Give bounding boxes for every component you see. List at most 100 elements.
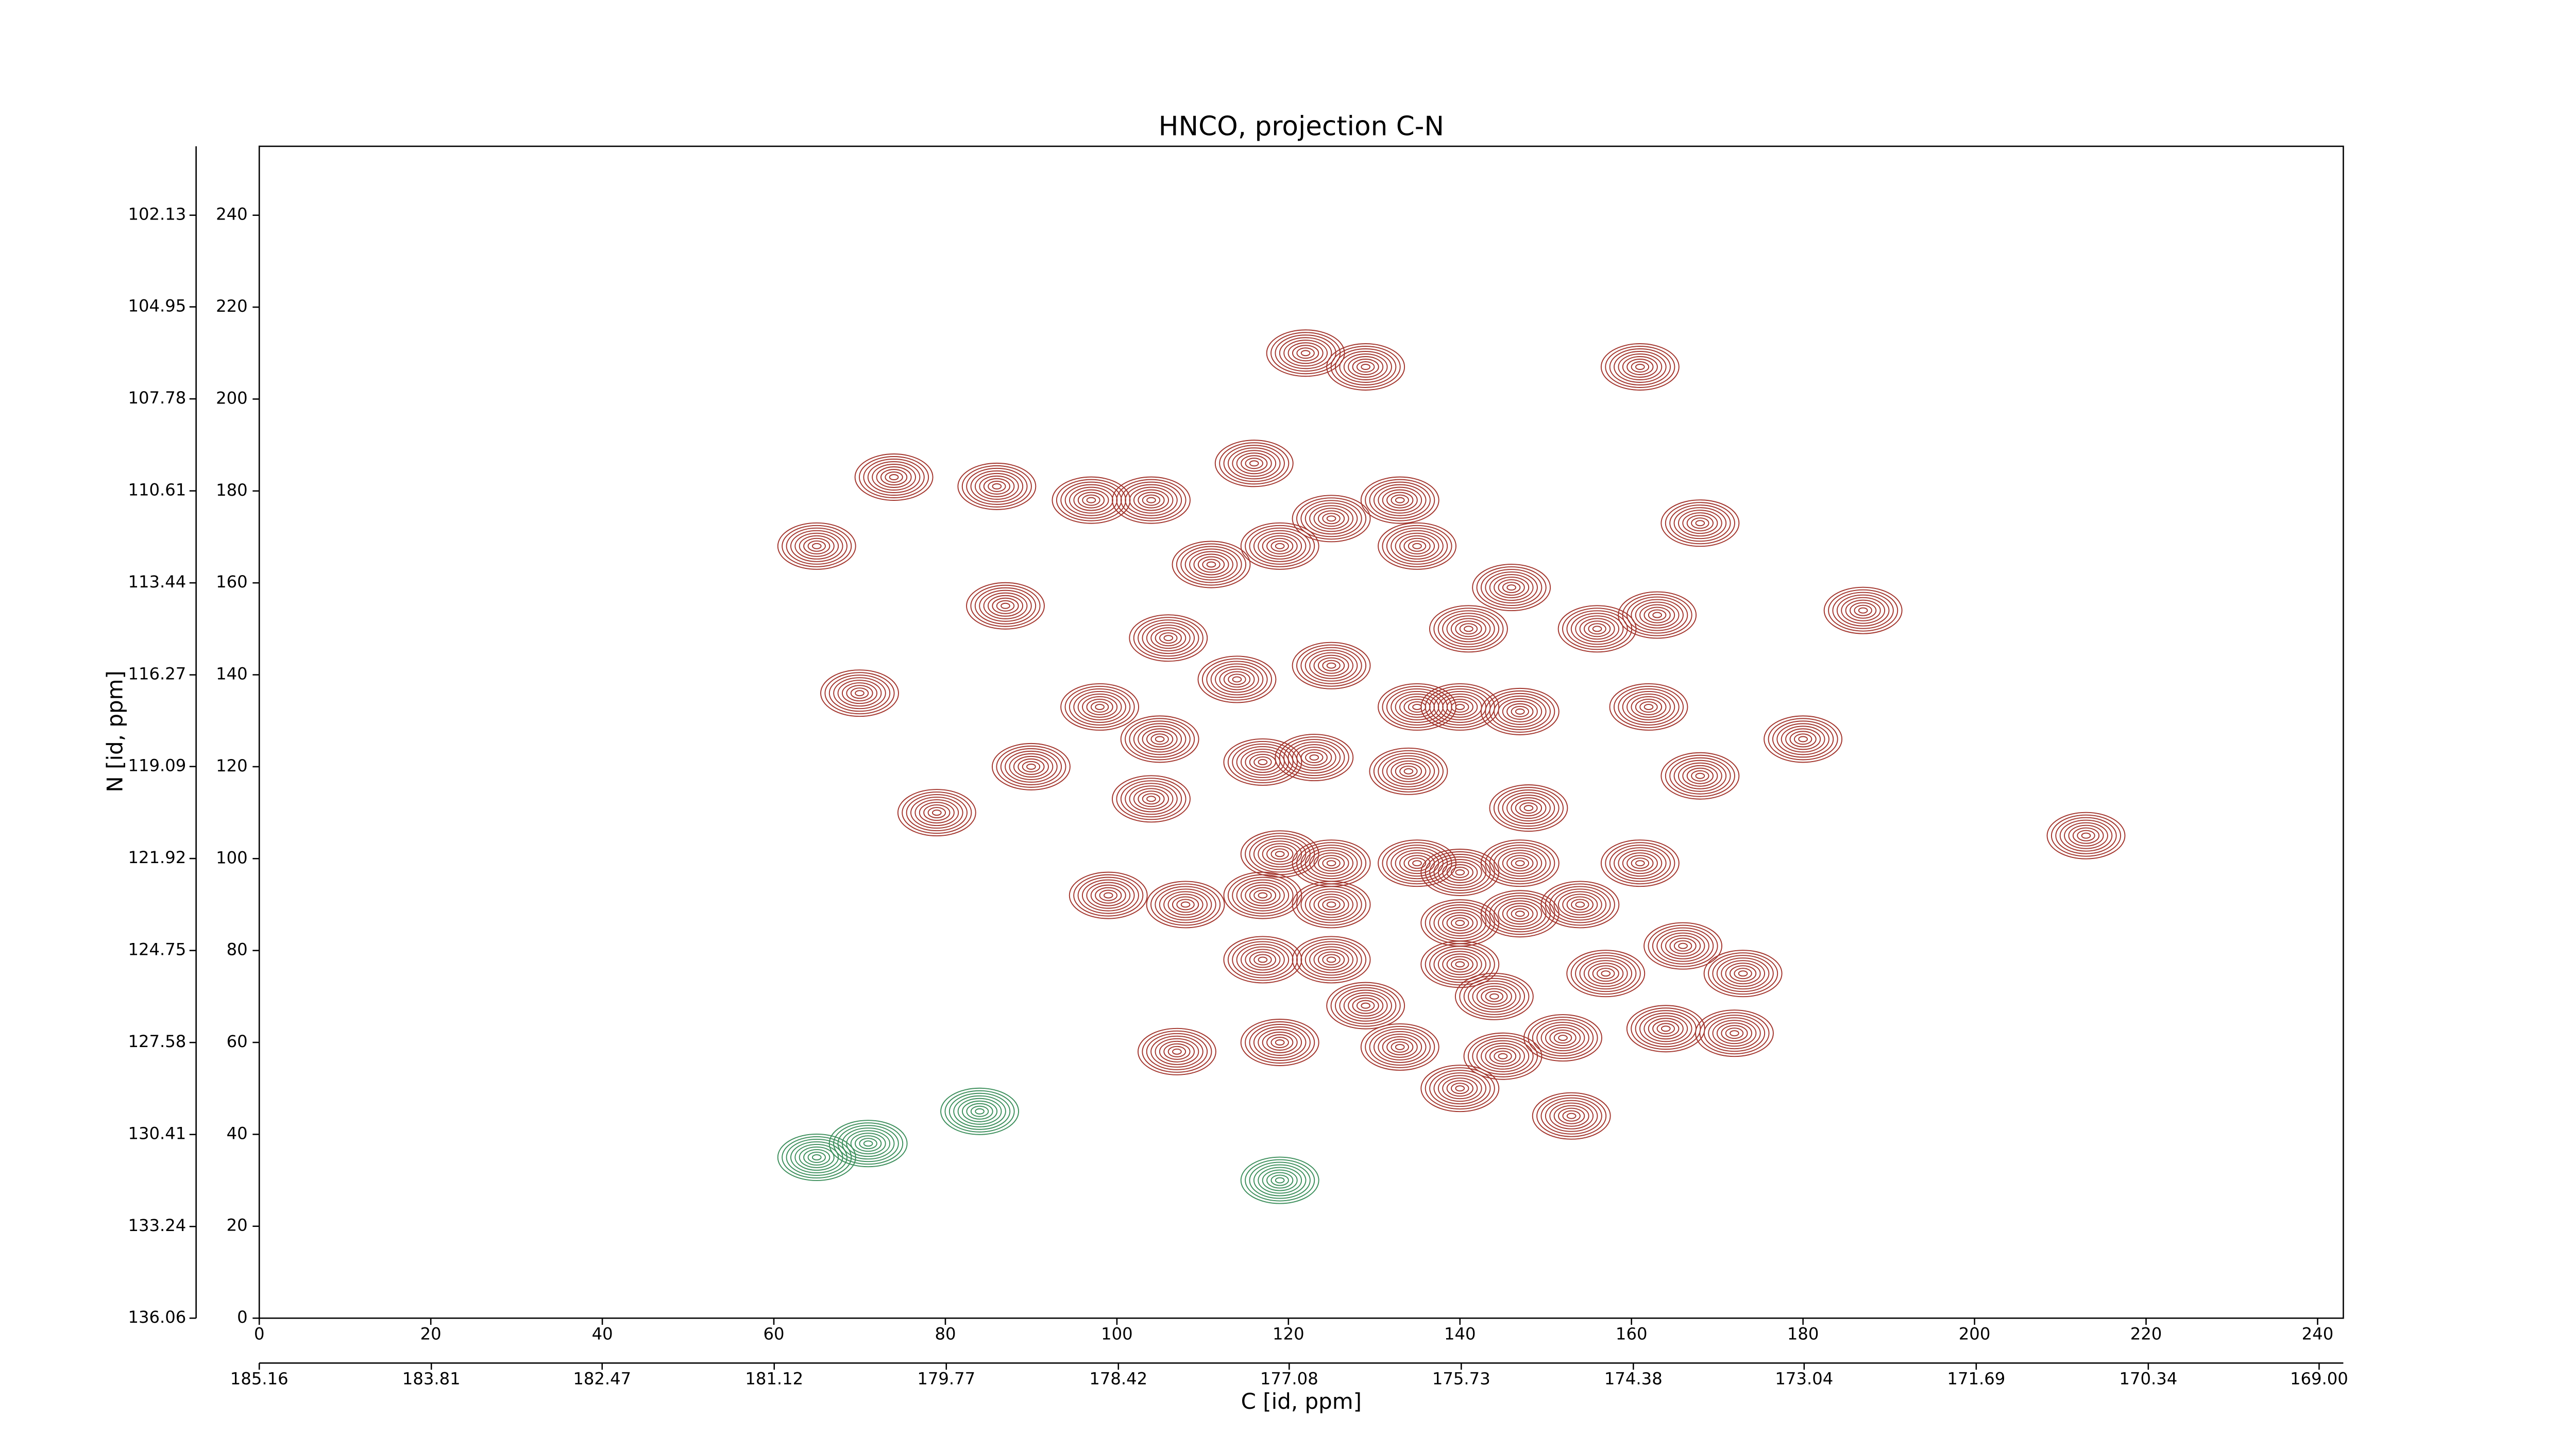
contour-level [1429, 1070, 1491, 1107]
contour-level [1403, 768, 1414, 774]
contour-level [1270, 540, 1289, 552]
peak [1472, 564, 1551, 612]
contour-level [1386, 757, 1431, 785]
contour-level [1614, 847, 1667, 880]
peak [1703, 950, 1783, 998]
contour-level [2059, 819, 2113, 852]
contour-level [1716, 957, 1770, 990]
contour-level [1828, 589, 1899, 632]
contour-level [1721, 960, 1766, 987]
peak [1609, 683, 1688, 731]
contour-level [1163, 1043, 1191, 1060]
contour-level [1309, 850, 1353, 877]
contour-level [1309, 946, 1353, 973]
contour-level [1077, 693, 1122, 720]
contour-level [1618, 353, 1663, 380]
contour-level [1798, 736, 1808, 743]
contour-level [1258, 1029, 1302, 1056]
contour-level [1275, 1039, 1285, 1046]
contour-level [1635, 860, 1645, 867]
contour-level [1304, 943, 1358, 976]
contour-level [1082, 494, 1100, 506]
contour-level [966, 467, 1028, 505]
contour-level [1120, 481, 1182, 519]
contour-level [1202, 559, 1221, 570]
contour-level [975, 1108, 985, 1115]
contour-level [1253, 889, 1272, 901]
contour-level [1730, 1030, 1739, 1037]
contour-level [1142, 728, 1178, 750]
contour-level [1703, 1015, 1766, 1052]
contour-level [1133, 489, 1170, 511]
contour-level [889, 474, 899, 480]
contour-level [1481, 988, 1508, 1005]
contour-level [1232, 450, 1277, 477]
x2-tick-label: 177.08 [1260, 1369, 1318, 1388]
y-tick-label: 120 [216, 756, 248, 776]
contour-level [1437, 859, 1482, 886]
y-tick-label: 180 [216, 480, 248, 500]
contour-level [1172, 896, 1199, 913]
contour-level [1511, 908, 1530, 920]
contour-level [987, 595, 1024, 617]
contour-level [1519, 802, 1538, 814]
contour-level [1626, 596, 1688, 634]
y-tick-label: 80 [227, 940, 248, 959]
contour-level [1227, 874, 1298, 917]
peak [1643, 922, 1723, 970]
x-tick-label: 200 [1959, 1324, 1991, 1343]
contour-level [1001, 602, 1010, 609]
contour-level [807, 540, 826, 552]
contour-level [850, 687, 869, 699]
y-tick-label: 140 [216, 664, 248, 684]
contour-level [1579, 618, 1615, 640]
contour-level [1575, 615, 1620, 643]
contour-level [1163, 891, 1208, 918]
contour-level [1009, 753, 1054, 780]
contour-level [1665, 754, 1735, 797]
contour-level [1566, 896, 1594, 913]
peak [1600, 839, 1680, 887]
contour-level [1451, 1083, 1469, 1094]
contour-level [906, 794, 968, 832]
contour-level [1073, 690, 1126, 723]
contour-level [1511, 797, 1547, 819]
contour-level [1232, 941, 1294, 979]
contour-level [1618, 688, 1680, 726]
peak [1240, 522, 1319, 570]
contour-level [1073, 874, 1144, 917]
contour-level [1455, 869, 1465, 875]
contour-level [1656, 930, 1709, 962]
contour-level [996, 600, 1015, 612]
contour-level [1176, 899, 1195, 911]
contour-level [961, 465, 1032, 508]
contour-level [1433, 907, 1487, 939]
contour-level [1304, 847, 1358, 880]
contour-level [1296, 747, 1332, 769]
contour-level [1639, 1013, 1692, 1045]
contour-level [1673, 507, 1727, 540]
contour-level [1146, 1033, 1208, 1070]
contour-level [1378, 522, 1456, 570]
contour-level [1635, 698, 1663, 715]
contour-level [1665, 935, 1701, 957]
contour-level [970, 1105, 989, 1117]
contour-level [1494, 898, 1547, 930]
peak [1197, 655, 1277, 703]
contour-level [1395, 497, 1405, 503]
contour-level [1138, 726, 1182, 753]
contour-level [957, 1098, 1002, 1125]
x2-tick-label: 181.12 [745, 1369, 803, 1388]
contour-level [1309, 754, 1319, 761]
contour-level [1433, 1072, 1487, 1105]
peak [1223, 738, 1302, 786]
contour-level [1176, 543, 1247, 586]
contour-level [1858, 607, 1868, 614]
contour-level [1129, 614, 1208, 662]
contour-level [1125, 718, 1195, 761]
y2-tick-label: 102.13 [128, 205, 186, 224]
contour-level [1365, 479, 1435, 521]
contour-level [1249, 951, 1277, 968]
contour-level [885, 471, 903, 483]
contour-level [1270, 1174, 1289, 1186]
